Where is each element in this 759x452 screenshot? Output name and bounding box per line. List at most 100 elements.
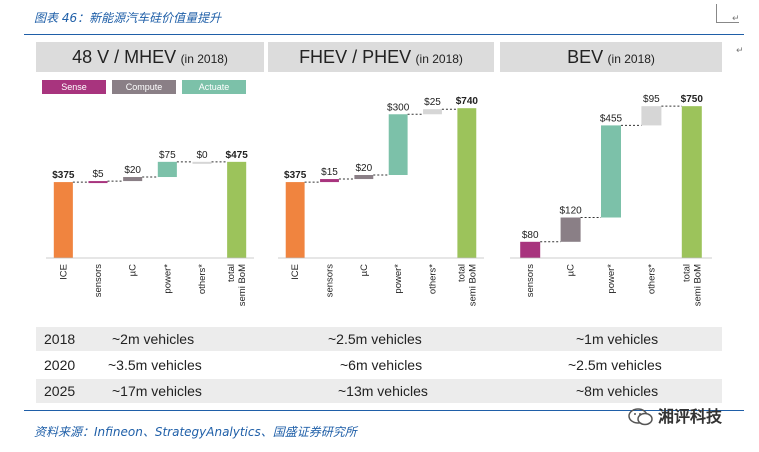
- bar-total: [227, 161, 247, 258]
- bar-compute: [123, 177, 143, 182]
- panel-header: BEV (in 2018): [500, 42, 722, 72]
- row-cell: ~3.5m vehicles: [108, 357, 202, 373]
- waterfall-chart: $375 ICE $15 sensors $20 µC $300 power* $25 other…: [278, 96, 484, 306]
- value-label: $0: [196, 150, 208, 161]
- row-cell: ~8m vehicles: [576, 383, 659, 399]
- legend-label: Actuate: [198, 82, 230, 92]
- value-label: $5: [92, 169, 104, 180]
- waterfall-chart: $375 ICE $5 sensors $20 µC $75 power* $0 others* $…: [46, 150, 254, 306]
- value-label: $455: [600, 113, 623, 124]
- watermark: 湘评科技: [628, 406, 738, 428]
- bar-sense: [88, 181, 108, 184]
- row-cell: ~17m vehicles: [112, 383, 202, 399]
- value-label: $75: [159, 150, 176, 161]
- category-label: others*: [197, 264, 208, 294]
- legend-sense: Sense: [42, 80, 106, 94]
- category-label: total: [456, 264, 467, 282]
- watermark-text: 湘评科技: [658, 407, 723, 426]
- vehicle-row-2018: 2018 ~2m vehicles ~2.5m vehicles ~1m veh…: [36, 327, 722, 351]
- bar-compute: [354, 175, 374, 180]
- value-label: $95: [643, 94, 660, 105]
- figure-title: 图表 46：新能源汽车硅价值量提升: [34, 11, 222, 25]
- bar-ice: [53, 182, 73, 258]
- value-label: $25: [424, 97, 441, 108]
- category-label: ICE: [290, 264, 301, 280]
- bar-actuate: [157, 161, 177, 178]
- bar-others: [192, 161, 212, 164]
- category-label: power*: [606, 264, 617, 294]
- top-rule: [24, 34, 744, 35]
- value-label: $375: [284, 170, 307, 181]
- panel-title: BEV: [567, 47, 604, 67]
- row-cell: ~6m vehicles: [340, 357, 423, 373]
- legend-actuate: Actuate: [182, 80, 246, 94]
- value-label: $475: [226, 150, 249, 161]
- panel-subtitle: (in 2018): [607, 52, 655, 66]
- bar-others: [423, 109, 442, 115]
- row-cell: ~1m vehicles: [576, 331, 659, 347]
- bar-total: [681, 106, 702, 258]
- value-label: $20: [355, 163, 372, 174]
- panel-subtitle: (in 2018): [180, 52, 228, 66]
- wechat-icon: [628, 408, 653, 426]
- value-label: $740: [456, 96, 479, 107]
- value-label: $15: [321, 167, 338, 178]
- chart-panel-bev: BEV (in 2018) $80 sensors $120 µC $455 power*…: [500, 42, 722, 318]
- edit-mark: ↵: [736, 46, 744, 56]
- page-corner-mark: [716, 4, 739, 23]
- chart-panel-fhev-phev: FHEV / PHEV (in 2018) $375 ICE $15 sensors $…: [268, 42, 494, 318]
- category-label: µC: [128, 264, 139, 276]
- category-label: sensors: [93, 264, 104, 298]
- panel-subtitle: (in 2018): [415, 52, 463, 66]
- value-label: $375: [52, 170, 75, 181]
- chart-panel-mhev: 48 V / MHEV (in 2018) Sense Compute Actu…: [36, 42, 264, 318]
- category-label: power*: [162, 264, 173, 294]
- category-label: µC: [359, 264, 370, 276]
- bottom-rule: [24, 410, 744, 411]
- row-year: 2020: [44, 357, 76, 373]
- row-year: 2025: [44, 383, 76, 399]
- category-label: sensors: [325, 264, 336, 298]
- bar-actuate: [601, 125, 621, 218]
- panel-header: 48 V / MHEV (in 2018): [36, 42, 264, 72]
- category-label: others*: [428, 264, 439, 294]
- value-label: $300: [387, 102, 410, 113]
- legend-label: Compute: [125, 82, 163, 92]
- value-label: $750: [681, 94, 704, 105]
- vehicle-row-2025: 2025 ~17m vehicles ~13m vehicles ~8m veh…: [36, 379, 722, 403]
- panel-title: FHEV / PHEV: [299, 47, 412, 67]
- category-label: total: [681, 264, 692, 282]
- legend-compute: Compute: [112, 80, 176, 94]
- bar-others: [641, 106, 662, 126]
- edit-mark: ↵: [732, 14, 740, 24]
- category-label: sensors: [525, 264, 536, 298]
- row-cell: ~13m vehicles: [338, 383, 428, 399]
- category-label: semi BoM: [692, 264, 703, 306]
- vehicle-row-2020: 2020 ~3.5m vehicles ~6m vehicles ~2.5m v…: [36, 353, 722, 377]
- bar-actuate: [388, 114, 408, 175]
- source-note: 资料来源：Infineon、StrategyAnalytics、国盛证券研究所: [34, 425, 357, 439]
- row-year: 2018: [44, 331, 76, 347]
- bar-sense: [320, 179, 339, 183]
- category-label: µC: [566, 264, 577, 276]
- waterfall-chart: $80 sensors $120 µC $455 power* $95 others* $750…: [510, 94, 712, 306]
- value-label: $20: [124, 165, 141, 176]
- value-label: $120: [559, 206, 582, 217]
- category-label: total: [226, 264, 237, 282]
- row-cell: ~2.5m vehicles: [568, 357, 662, 373]
- category-label: power*: [393, 264, 404, 294]
- category-label: semi BoM: [237, 264, 248, 306]
- row-cell: ~2m vehicles: [112, 331, 195, 347]
- value-label: $80: [522, 230, 539, 241]
- legend-label: Sense: [61, 82, 87, 92]
- panel-title: 48 V / MHEV: [72, 47, 177, 67]
- row-cell: ~2.5m vehicles: [328, 331, 422, 347]
- panel-header: FHEV / PHEV (in 2018): [268, 42, 494, 72]
- category-label: others*: [646, 264, 657, 294]
- category-label: ICE: [58, 264, 69, 280]
- bar-ice: [285, 182, 305, 258]
- category-label: semi BoM: [467, 264, 478, 306]
- bar-total: [457, 108, 477, 258]
- bar-compute: [560, 217, 581, 242]
- bar-sense: [520, 241, 541, 258]
